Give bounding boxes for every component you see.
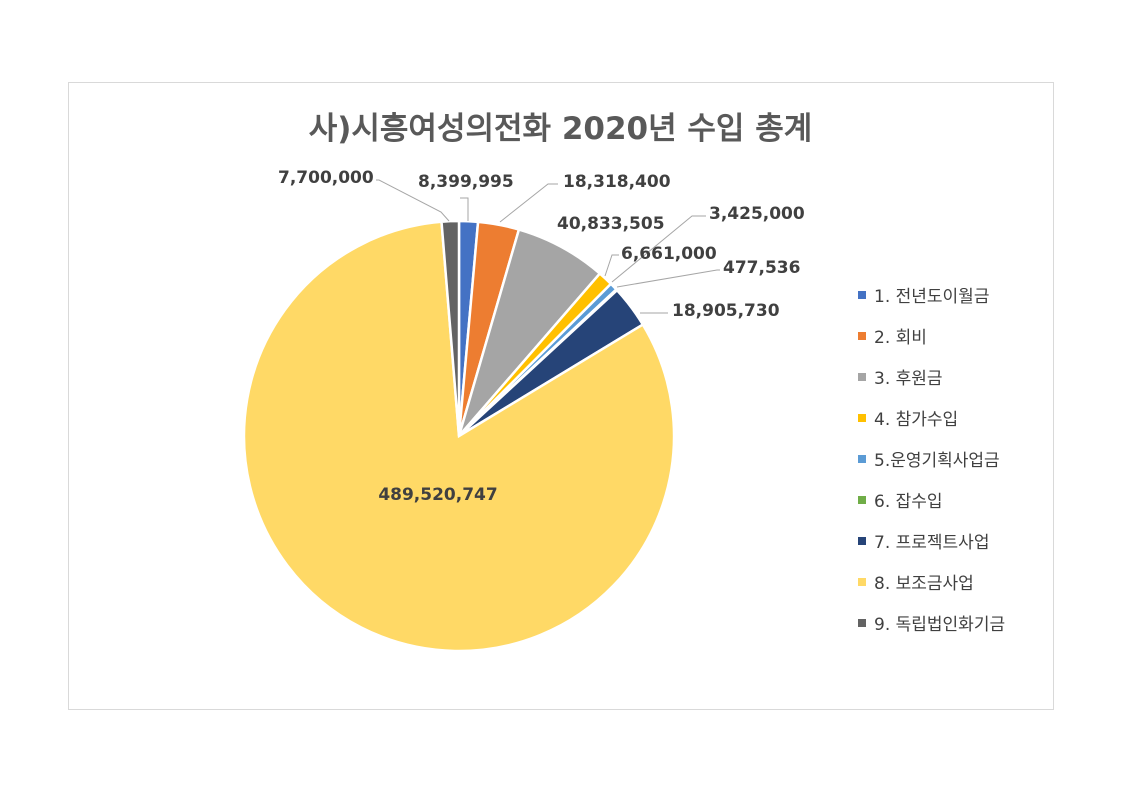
- data-label-3: 40,833,505: [557, 214, 665, 234]
- pie-slice-9: [440, 219, 461, 437]
- data-label-1: 8,399,995: [418, 172, 514, 192]
- data-label-4: 6,661,000: [621, 244, 717, 264]
- data-label-7: 18,905,730: [672, 301, 780, 321]
- data-label-5: 3,425,000: [709, 204, 805, 224]
- leader-line-1: [460, 197, 469, 221]
- leader-line-2: [499, 183, 558, 223]
- legend-label: 8. 보조금사업: [874, 574, 974, 594]
- legend-label: 4. 참가수입: [874, 410, 959, 430]
- legend-item-6: 6. 잡수입: [858, 479, 1005, 520]
- pie-slice-8: [242, 220, 676, 653]
- legend-item-9: 9. 독립법인화기금: [858, 602, 1005, 643]
- legend-item-7: 7. 프로젝트사업: [858, 520, 1005, 561]
- data-label-2: 18,318,400: [563, 172, 671, 192]
- leader-line-4: [604, 254, 619, 277]
- data-label-6: 477,536: [723, 258, 800, 278]
- legend-label: 2. 회비: [874, 328, 927, 348]
- legend-swatch: [858, 331, 866, 340]
- legend-item-3: 3. 후원금: [858, 356, 1005, 397]
- legend-swatch: [858, 495, 866, 504]
- legend-item-1: 1. 전년도이월금: [858, 274, 1005, 315]
- legend-item-2: 2. 회비: [858, 315, 1005, 356]
- legend-item-4: 4. 참가수입: [858, 397, 1005, 438]
- legend-label: 9. 독립법인화기금: [874, 615, 1006, 635]
- leader-line-6: [616, 269, 720, 288]
- legend-swatch: [858, 618, 866, 627]
- legend-swatch: [858, 372, 866, 381]
- legend-label: 6. 잡수입: [874, 492, 943, 512]
- legend-label: 5.운영기획사업금: [874, 451, 1000, 471]
- leader-line-9: [376, 179, 450, 222]
- chart-title: 사)시흥여성의전화 2020년 수입 총계: [308, 111, 813, 147]
- legend-label: 3. 후원금: [874, 369, 943, 389]
- legend-swatch: [858, 536, 866, 545]
- legend-item-5: 5.운영기획사업금: [858, 438, 1005, 479]
- data-label-8: 489,520,747: [378, 485, 497, 505]
- legend-swatch: [858, 577, 866, 586]
- legend-swatch: [858, 454, 866, 463]
- data-label-9: 7,700,000: [278, 168, 374, 188]
- legend-swatch: [858, 413, 866, 422]
- legend-label: 1. 전년도이월금: [874, 287, 990, 307]
- leader-line-5: [611, 215, 706, 283]
- chart-legend: 1. 전년도이월금 2. 회비 3. 후원금 4. 참가수입 5.운영기획사업금 6. 잡…: [858, 274, 1005, 643]
- legend-item-8: 8. 보조금사업: [858, 561, 1005, 602]
- legend-swatch: [858, 290, 866, 299]
- legend-label: 7. 프로젝트사업: [874, 533, 990, 553]
